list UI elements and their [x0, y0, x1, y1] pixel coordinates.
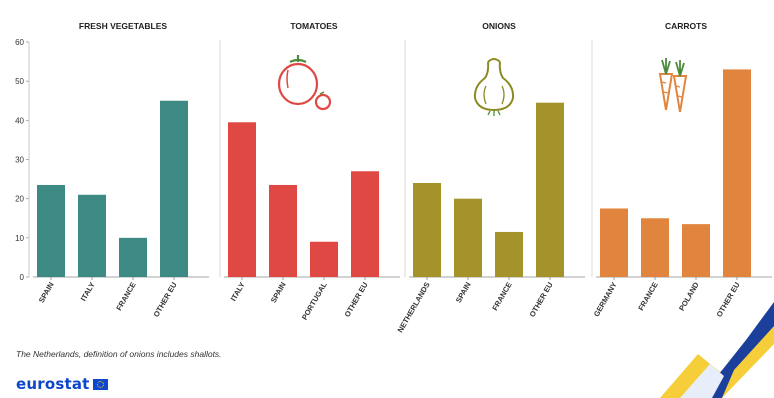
x-tick-label: OTHER EU	[343, 281, 370, 319]
y-tick-label: 50	[15, 77, 24, 86]
tomato-icon	[277, 55, 332, 111]
y-tick-label: 30	[15, 156, 24, 165]
chart-icons	[277, 55, 688, 116]
x-tick-label: FRANCE	[114, 281, 137, 313]
bar	[37, 184, 65, 277]
bar	[682, 224, 710, 277]
panel-0: FRESH VEGETABLES SPAIN ITALY FRANCE OTHER EU	[33, 21, 209, 319]
bar	[536, 102, 564, 277]
chart: 0 10 20 30 40 50 60 FRESH VEGETABLES SPAIN ITALY…	[15, 21, 772, 334]
x-tick-label: SPAIN	[454, 281, 473, 305]
panel-2: ONIONS NETHERLANDS SPAIN FRANCE OTHER EU	[396, 21, 585, 334]
panel-title: FRESH VEGETABLES	[79, 21, 167, 31]
x-tick-label: GERMANY	[592, 281, 619, 319]
bar	[310, 241, 338, 277]
x-tick-label: OTHER EU	[528, 281, 555, 319]
x-tick-label: ITALY	[79, 281, 97, 303]
chart-panels: FRESH VEGETABLES SPAIN ITALY FRANCE OTHER EU…	[33, 21, 772, 334]
y-tick-label: 10	[15, 234, 24, 243]
y-tick-label: 0	[20, 273, 25, 282]
eu-flag-icon	[92, 378, 108, 390]
bar	[641, 218, 669, 277]
footnote: The Netherlands, definition of onions in…	[16, 349, 222, 359]
bar	[495, 231, 523, 277]
x-tick-label: PORTUGAL	[300, 280, 329, 321]
x-tick-label: NETHERLANDS	[396, 281, 432, 335]
bar	[228, 122, 256, 278]
brand-name: eurostat	[16, 375, 90, 393]
y-tick-label: 60	[15, 38, 24, 47]
decorative-ribbon	[660, 302, 774, 398]
y-tick-label: 40	[15, 116, 24, 125]
onion-icon	[473, 58, 515, 116]
carrot-icon	[658, 58, 688, 113]
bar	[160, 100, 188, 277]
y-tick-label: 20	[15, 195, 24, 204]
x-tick-label: SPAIN	[37, 281, 56, 305]
x-tick-label: OTHER EU	[152, 281, 179, 319]
bar	[600, 208, 628, 277]
x-tick-label: FRANCE	[636, 281, 659, 313]
bar	[723, 69, 751, 278]
bar	[119, 237, 147, 277]
bar	[269, 184, 297, 277]
bar	[351, 171, 379, 277]
x-tick-label: FRANCE	[490, 281, 513, 313]
eurostat-logo: eurostat	[16, 375, 108, 393]
panel-1: TOMATOES ITALY SPAIN PORTUGAL OTHER EU	[219, 21, 400, 321]
panel-title: TOMATOES	[290, 21, 338, 31]
y-axis: 0 10 20 30 40 50 60	[15, 38, 30, 282]
x-tick-label: SPAIN	[269, 281, 288, 305]
bar	[454, 198, 482, 277]
bar	[78, 194, 106, 277]
panel-title: CARROTS	[665, 21, 707, 31]
bar	[413, 183, 441, 277]
x-tick-label: ITALY	[229, 281, 247, 303]
panel-title: ONIONS	[482, 21, 516, 31]
